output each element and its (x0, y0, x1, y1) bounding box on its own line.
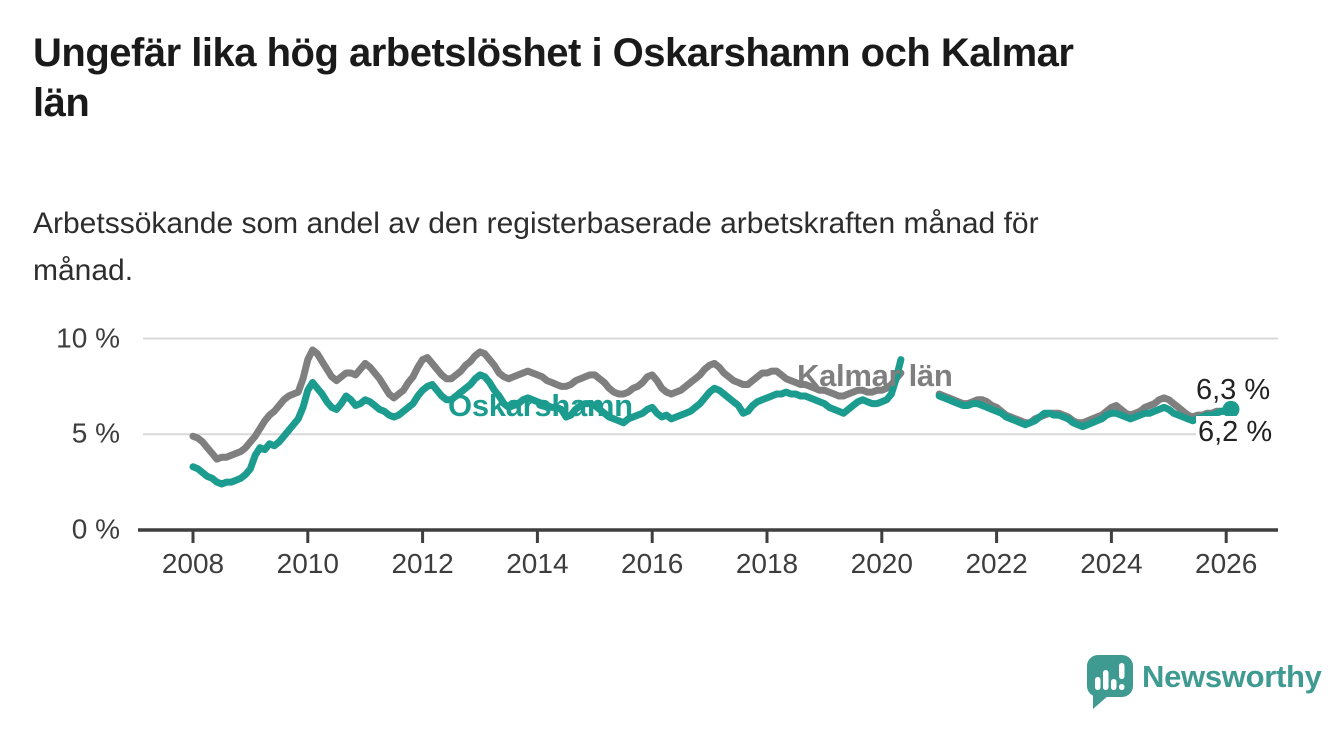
x-axis-tick-label: 2012 (391, 548, 454, 579)
y-axis-tick-label: 10 % (56, 321, 120, 353)
chart-subtitle: Arbetssökande som andel av den registerb… (33, 200, 1273, 294)
x-axis-tick-label: 2020 (850, 548, 913, 579)
series-line-oskarshamn (189, 356, 905, 488)
end-value-label-kalmar-lan: 6,2 % (1196, 416, 1279, 449)
x-axis-tick-label: 2010 (276, 548, 339, 579)
series-end-dot-oskarshamn (1222, 400, 1240, 418)
x-axis-tick-label: 2018 (735, 548, 799, 579)
y-axis-tick-label: 5 % (71, 417, 120, 449)
newsworthy-logo-icon (1087, 655, 1133, 709)
page-title-line1: Ungefär lika hög arbetslöshet i Oskarsha… (33, 31, 1074, 75)
x-axis-tick-label: 2026 (1195, 548, 1258, 579)
series-label-oskarshamn: Oskarshamn (448, 388, 633, 423)
x-axis-tick-label: 2014 (506, 548, 569, 579)
series-line-kalmar-l-n (935, 390, 1235, 427)
x-axis-tick-label: 2016 (621, 548, 684, 579)
end-value-label-oskarshamn: 6,3 % (1196, 374, 1271, 406)
page-title: Ungefär lika hög arbetslöshet i Oskarsha… (33, 28, 1323, 128)
x-axis-tick-label: 2024 (1080, 548, 1143, 579)
newsworthy-logo-text: Newsworthy (1142, 659, 1322, 694)
chart-subtitle-line1: Arbetssökande som andel av den registerb… (33, 207, 1039, 240)
y-axis-tick-label: 0 % (71, 513, 120, 545)
series-line-kalmar-l-n (189, 346, 905, 463)
x-axis-tick-label: 2008 (161, 548, 225, 579)
page-title-line2: län (33, 81, 90, 125)
series-line-oskarshamn (935, 392, 1235, 431)
series-label-kalmar-lan: Kalmar län (797, 358, 953, 393)
x-axis-tick-label: 2022 (965, 548, 1028, 579)
chart-subtitle-line2: månad. (33, 254, 134, 287)
